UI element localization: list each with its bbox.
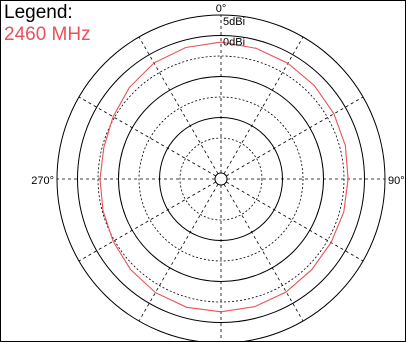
spoke-line xyxy=(223,183,304,322)
spoke-line xyxy=(223,36,304,175)
ring-label: 5dBi xyxy=(223,16,245,28)
spoke-line xyxy=(78,96,217,177)
series-line xyxy=(99,41,349,313)
angle-label-0: 0° xyxy=(216,3,227,15)
spoke-line xyxy=(78,181,217,262)
center-ring xyxy=(214,172,228,186)
solid-ring xyxy=(159,117,283,241)
legend-series-label: 2460 MHz xyxy=(4,24,91,45)
legend-title: Legend: xyxy=(4,2,73,23)
solid-ring xyxy=(77,35,365,323)
spoke-line xyxy=(138,183,219,322)
solid-ring xyxy=(56,14,386,342)
solid-ring-group xyxy=(56,14,386,342)
solid-ring xyxy=(118,76,324,282)
ring-label: 0dBi xyxy=(223,37,245,49)
dotted-ring xyxy=(179,137,263,221)
spoke-line xyxy=(225,96,364,177)
spoke-group xyxy=(57,15,385,342)
series-group xyxy=(99,41,349,313)
angle-label-270: 270° xyxy=(31,175,54,187)
angle-label-90: 90° xyxy=(388,175,405,187)
dotted-ring xyxy=(138,96,304,262)
spoke-line xyxy=(138,36,219,175)
spoke-line xyxy=(225,181,364,262)
